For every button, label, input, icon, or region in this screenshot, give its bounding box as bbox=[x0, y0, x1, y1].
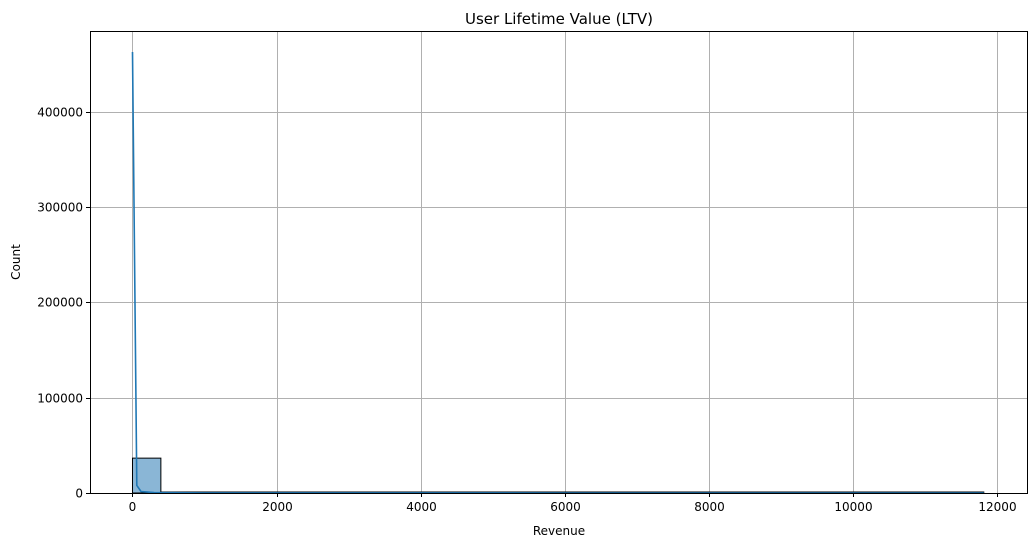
plot-frame bbox=[90, 31, 1028, 494]
x-tick-label: 6000 bbox=[550, 500, 581, 514]
y-tick-label: 200000 bbox=[37, 296, 83, 310]
x-tick-label: 10000 bbox=[834, 500, 872, 514]
y-tick-label: 300000 bbox=[37, 201, 83, 215]
x-tick-label: 4000 bbox=[406, 500, 437, 514]
kde-curve bbox=[131, 51, 984, 494]
x-tick-label: 8000 bbox=[694, 500, 725, 514]
x-tick-label: 12000 bbox=[978, 500, 1016, 514]
kde-line bbox=[131, 51, 984, 494]
chart-title: User Lifetime Value (LTV) bbox=[465, 10, 653, 28]
y-tick-label: 100000 bbox=[37, 392, 83, 406]
x-axis-ticks: 0 2000 4000 6000 8000 10000 12000 bbox=[129, 493, 1017, 514]
x-tick-label: 2000 bbox=[262, 500, 293, 514]
x-tick-label: 0 bbox=[129, 500, 137, 514]
y-axis-ticks: 0 100000 200000 300000 400000 bbox=[37, 106, 90, 501]
y-axis-label: Count bbox=[9, 244, 23, 280]
grid bbox=[90, 31, 1027, 494]
x-axis-label: Revenue bbox=[533, 524, 585, 538]
histogram-bars bbox=[131, 457, 985, 494]
y-tick-label: 0 bbox=[75, 487, 83, 501]
y-tick-label: 400000 bbox=[37, 106, 83, 120]
